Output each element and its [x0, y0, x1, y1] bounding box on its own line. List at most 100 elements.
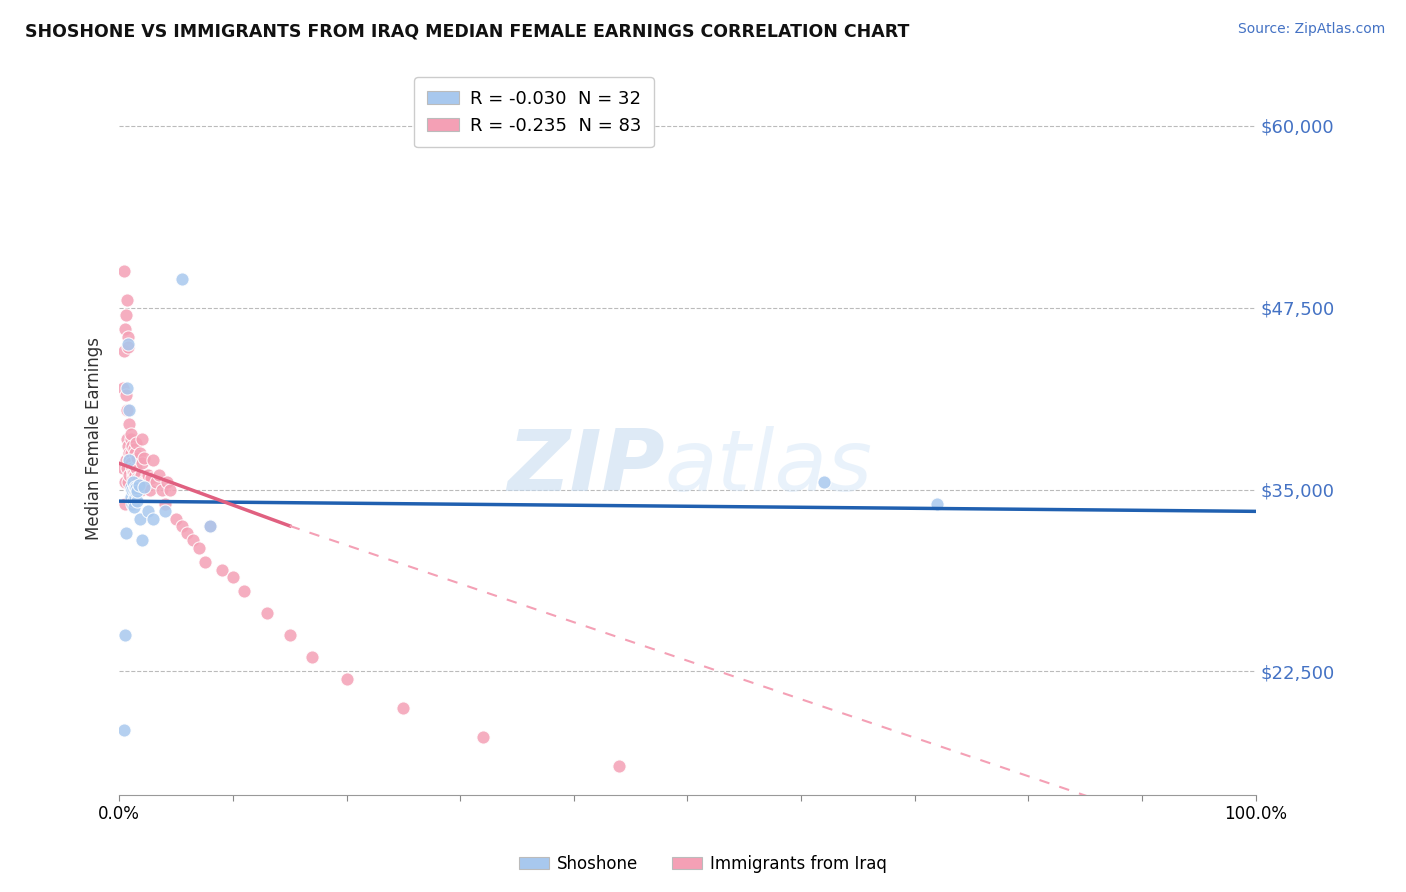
Point: [124, 467, 146, 482]
Point: [117, 337, 139, 351]
Point: [121, 483, 143, 497]
Point: [134, 450, 156, 465]
Point: [125, 485, 148, 500]
Point: [127, 494, 149, 508]
Point: [115, 453, 138, 467]
Point: [131, 533, 153, 548]
Point: [118, 417, 141, 431]
Point: [128, 478, 150, 492]
Point: [145, 475, 167, 490]
Point: [142, 453, 165, 467]
Text: ZIP: ZIP: [508, 425, 665, 508]
Point: [256, 606, 278, 620]
Point: [115, 293, 138, 308]
Point: [335, 672, 357, 686]
Text: Source: ZipAtlas.com: Source: ZipAtlas.com: [1237, 22, 1385, 37]
Point: [122, 475, 145, 490]
Point: [301, 649, 323, 664]
Point: [115, 308, 138, 322]
Point: [112, 264, 135, 278]
Point: [222, 570, 245, 584]
Point: [117, 475, 139, 490]
Point: [198, 519, 221, 533]
Point: [159, 483, 181, 497]
Point: [139, 471, 162, 485]
Point: [114, 475, 136, 490]
Point: [124, 480, 146, 494]
Point: [111, 460, 134, 475]
Point: [115, 381, 138, 395]
Point: [120, 480, 142, 494]
Point: [121, 439, 143, 453]
Point: [115, 432, 138, 446]
Point: [125, 460, 148, 475]
Point: [129, 483, 152, 497]
Point: [118, 446, 141, 460]
Text: atlas: atlas: [665, 425, 873, 508]
Y-axis label: Median Female Earnings: Median Female Earnings: [86, 337, 103, 541]
Point: [392, 700, 415, 714]
Point: [121, 497, 143, 511]
Point: [125, 481, 148, 495]
Point: [114, 322, 136, 336]
Point: [125, 436, 148, 450]
Point: [115, 526, 138, 541]
Point: [127, 483, 149, 498]
Point: [118, 453, 141, 467]
Point: [131, 432, 153, 446]
Point: [122, 465, 145, 479]
Point: [165, 511, 187, 525]
Point: [117, 439, 139, 453]
Point: [121, 460, 143, 475]
Point: [118, 402, 141, 417]
Point: [114, 628, 136, 642]
Point: [111, 381, 134, 395]
Point: [131, 456, 153, 470]
Point: [115, 388, 138, 402]
Point: [122, 471, 145, 485]
Point: [129, 467, 152, 482]
Point: [211, 563, 233, 577]
Point: [153, 504, 176, 518]
Point: [118, 453, 141, 467]
Text: SHOSHONE VS IMMIGRANTS FROM IRAQ MEDIAN FEMALE EARNINGS CORRELATION CHART: SHOSHONE VS IMMIGRANTS FROM IRAQ MEDIAN …: [25, 22, 910, 40]
Point: [152, 483, 174, 497]
Point: [181, 533, 204, 548]
Point: [120, 446, 142, 460]
Point: [142, 511, 165, 525]
Point: [127, 450, 149, 465]
Point: [128, 446, 150, 460]
Point: [927, 497, 949, 511]
Point: [136, 467, 159, 482]
Point: [139, 483, 162, 497]
Point: [120, 427, 142, 442]
Point: [153, 497, 176, 511]
Point: [128, 511, 150, 525]
Point: [112, 344, 135, 359]
Point: [121, 460, 143, 475]
Point: [120, 456, 142, 470]
Point: [122, 475, 145, 490]
Point: [813, 475, 835, 490]
Point: [176, 526, 198, 541]
Point: [124, 490, 146, 504]
Point: [156, 475, 179, 490]
Point: [233, 584, 256, 599]
Point: [135, 467, 157, 482]
Point: [115, 402, 138, 417]
Point: [148, 467, 170, 482]
Point: [134, 475, 156, 490]
Point: [170, 271, 193, 285]
Point: [136, 504, 159, 518]
Point: [127, 471, 149, 485]
Point: [125, 460, 148, 475]
Point: [122, 500, 145, 514]
Point: [132, 475, 155, 490]
Point: [117, 330, 139, 344]
Point: [128, 483, 150, 497]
Point: [471, 730, 494, 744]
Point: [134, 480, 156, 494]
Point: [122, 442, 145, 456]
Point: [278, 628, 301, 642]
Point: [128, 475, 150, 490]
